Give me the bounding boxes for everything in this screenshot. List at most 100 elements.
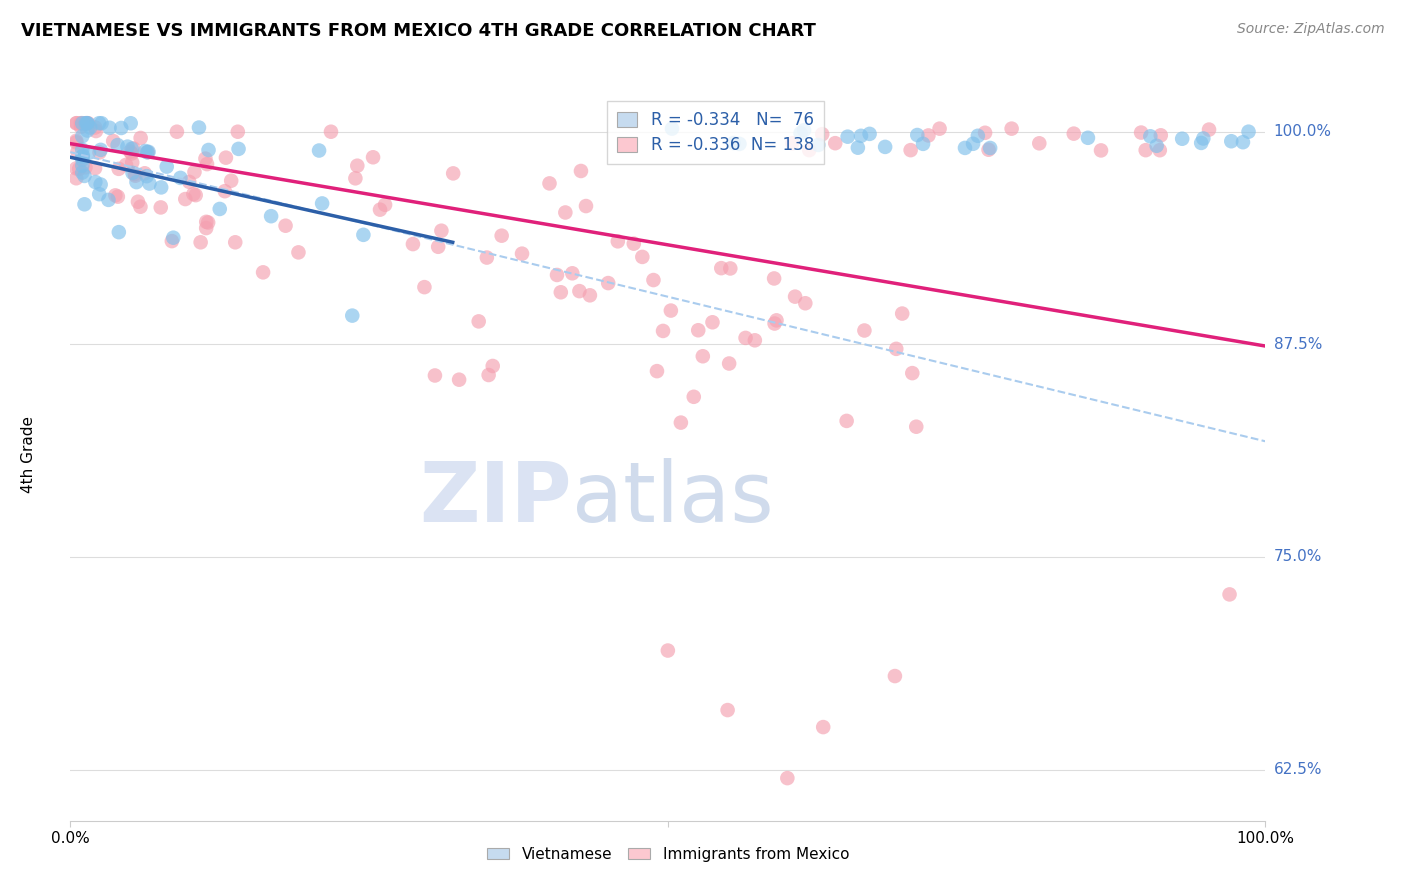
Point: [623, 236, 645, 251]
Point: [197, 143, 219, 157]
Point: [90, 143, 112, 157]
Point: [90, 116, 112, 130]
Point: [1232, 135, 1254, 149]
Point: [1063, 127, 1085, 141]
Point: [121, 146, 143, 161]
Point: [84, 120, 107, 135]
Point: [811, 127, 834, 141]
Point: [631, 250, 654, 264]
Point: [1130, 126, 1153, 140]
Point: [174, 192, 197, 206]
Point: [75, 161, 97, 175]
Point: [734, 331, 756, 345]
Point: [554, 205, 576, 219]
Point: [136, 145, 159, 160]
Point: [156, 160, 179, 174]
Point: [188, 120, 211, 135]
Point: [107, 189, 129, 203]
Point: [346, 159, 368, 173]
Point: [728, 136, 751, 151]
Point: [744, 334, 766, 348]
Point: [966, 128, 988, 143]
Point: [1001, 121, 1024, 136]
Point: [783, 290, 806, 304]
Point: [184, 188, 207, 202]
Point: [979, 141, 1001, 155]
Point: [953, 141, 976, 155]
Point: [776, 771, 799, 785]
Point: [70, 116, 93, 130]
Point: [125, 175, 148, 189]
Point: [70, 150, 93, 164]
Point: [308, 144, 330, 158]
Point: [183, 187, 205, 202]
Point: [659, 303, 682, 318]
Text: 87.5%: 87.5%: [1274, 337, 1322, 351]
Point: [835, 414, 858, 428]
Point: [70, 143, 93, 157]
Point: [162, 230, 184, 244]
Point: [195, 221, 218, 235]
Point: [853, 324, 876, 338]
Point: [661, 121, 683, 136]
Point: [287, 245, 309, 260]
Point: [510, 246, 533, 260]
Point: [1150, 128, 1173, 143]
Point: [657, 643, 679, 657]
Point: [912, 136, 935, 151]
Point: [65, 171, 87, 186]
Point: [1237, 125, 1260, 139]
Point: [107, 161, 129, 176]
Point: [121, 142, 143, 156]
Point: [197, 215, 219, 229]
Point: [183, 165, 205, 179]
Point: [763, 271, 786, 285]
Point: [195, 157, 218, 171]
Point: [1090, 144, 1112, 158]
Point: [149, 201, 172, 215]
Point: [344, 171, 367, 186]
Point: [977, 143, 1000, 157]
Point: [478, 368, 501, 382]
Point: [215, 151, 238, 165]
Point: [319, 125, 342, 139]
Point: [98, 120, 121, 135]
Point: [718, 357, 741, 371]
Point: [70, 165, 93, 179]
Point: [475, 251, 498, 265]
Point: [122, 141, 145, 155]
Point: [179, 175, 201, 189]
Point: [789, 126, 811, 140]
Point: [115, 158, 138, 172]
Point: [76, 116, 98, 130]
Point: [138, 177, 160, 191]
Point: [423, 368, 446, 383]
Point: [643, 273, 665, 287]
Point: [1192, 131, 1215, 145]
Point: [121, 166, 143, 180]
Point: [858, 127, 880, 141]
Point: [1218, 587, 1241, 601]
Point: [546, 268, 568, 282]
Point: [135, 169, 157, 183]
Point: [136, 145, 159, 160]
Point: [718, 261, 741, 276]
Point: [824, 136, 846, 151]
Point: [65, 136, 87, 150]
Point: [107, 138, 129, 153]
Point: [129, 131, 152, 145]
Point: [66, 116, 89, 130]
Point: [1149, 143, 1171, 157]
Text: 75.0%: 75.0%: [1274, 549, 1322, 565]
Point: [208, 202, 231, 216]
Point: [717, 703, 740, 717]
Point: [538, 177, 561, 191]
Point: [70, 129, 93, 144]
Point: [905, 419, 928, 434]
Point: [782, 136, 804, 151]
Point: [117, 139, 139, 153]
Point: [90, 178, 112, 192]
Point: [884, 342, 907, 356]
Point: [84, 124, 107, 138]
Point: [901, 366, 924, 380]
